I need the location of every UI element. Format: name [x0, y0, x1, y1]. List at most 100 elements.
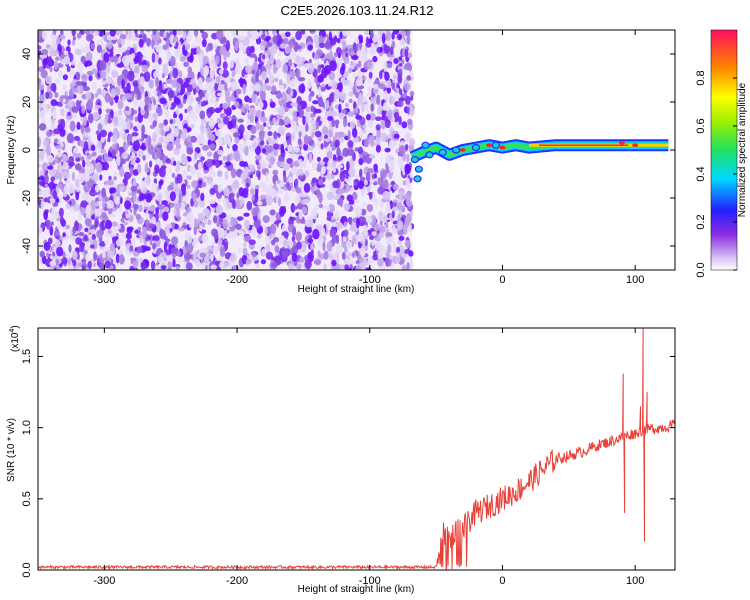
spectrogram-noise-cell	[201, 182, 207, 188]
spectrogram-noise-cell	[157, 193, 163, 203]
spectrogram-noise-cell	[56, 223, 62, 230]
spectrogram-noise-cell	[234, 136, 240, 144]
spectrogram-noise-cell	[285, 181, 290, 189]
spectrogram-noise-cell	[265, 194, 273, 206]
spectrogram-noise-cell	[290, 165, 298, 175]
spectrogram-noise-cell	[289, 216, 297, 221]
spectrogram-noise-cell	[232, 144, 238, 152]
spectrogram-noise-cell	[358, 257, 364, 264]
spectrogram-noise-cell	[208, 170, 216, 178]
spectrogram-noise-cell	[337, 53, 341, 59]
spectrogram-noise-cell	[228, 115, 232, 121]
spectrogram-noise-cell	[125, 106, 130, 111]
spectrogram-noise-cell	[326, 151, 333, 159]
spectrogram-noise-cell	[362, 76, 367, 81]
spectrogram-noise-cell	[326, 191, 334, 201]
spectrogram-noise-cell	[196, 45, 201, 55]
spectrogram-noise-cell	[74, 178, 80, 188]
spectrogram-noise-cell	[175, 117, 181, 128]
spectrogram-noise-cell	[367, 61, 373, 68]
spectrogram-noise-cell	[201, 38, 207, 48]
spectrogram-noise-cell	[320, 143, 324, 150]
spectrogram-noise-cell	[391, 226, 397, 234]
spectrogram-noise-cell	[176, 250, 181, 257]
spectrogram-noise-cell	[260, 161, 267, 169]
spectrogram-noise-cell	[308, 58, 312, 64]
spectrogram-y-tick-label: -40	[21, 238, 33, 254]
spectrogram-noise-cell	[203, 66, 209, 77]
spectrogram-noise-cell	[334, 139, 340, 148]
spectrogram-noise-cell	[185, 262, 193, 270]
spectrogram-noise-cell	[238, 187, 244, 197]
spectrogram-noise-cell	[94, 218, 99, 228]
spectrogram-noise-cell	[366, 204, 374, 212]
spectrogram-noise-cell	[317, 97, 324, 107]
spectrogram-noise-cell	[397, 74, 403, 84]
spectrogram-noise-cell	[38, 150, 45, 161]
spectrogram-noise-cell	[350, 186, 354, 193]
spectrogram-noise-cell	[306, 115, 311, 124]
spectrogram-noise-cell	[370, 95, 377, 106]
spectrogram-noise-cell	[219, 246, 226, 257]
spectrogram-noise-cell	[41, 30, 48, 40]
spectrogram-noise-cell	[153, 70, 160, 80]
spectrogram-noise-cell	[61, 257, 68, 265]
spectrogram-noise-cell	[393, 73, 398, 80]
spectrogram-noise-cell	[91, 82, 97, 90]
spectrogram-noise-cell	[171, 172, 176, 178]
spectrogram-noise-cell	[289, 162, 294, 169]
spectrogram-noise-cell	[40, 200, 44, 211]
spectrogram-noise-cell	[97, 155, 103, 161]
spectrogram-noise-cell	[121, 79, 125, 90]
spectrogram-noise-cell	[161, 200, 168, 206]
spectrogram-noise-cell	[355, 76, 363, 87]
snr-line	[38, 328, 675, 570]
spectrogram-noise-cell	[222, 155, 228, 161]
spectrogram-noise-cell	[214, 260, 220, 266]
spectrogram-noise-cell	[151, 101, 159, 111]
spectrogram-noise-cell	[55, 241, 60, 249]
spectrogram-noise-cell	[66, 65, 71, 73]
spectrogram-noise-cell	[146, 246, 151, 251]
spectrogram-noise-cell	[386, 236, 392, 246]
spectrogram-noise-cell	[187, 184, 191, 189]
spectrogram-noise-cell	[80, 156, 85, 162]
spectrogram-noise-cell	[117, 48, 124, 53]
snr-x-tick-label: -100	[359, 575, 381, 587]
spectrogram-noise-cell	[398, 97, 406, 102]
spectrogram-noise-cell	[111, 70, 119, 78]
spectrogram-noise-cell	[397, 229, 404, 236]
spectrogram-noise-cell	[277, 126, 286, 136]
spectrogram-noise-cell	[166, 143, 174, 151]
spectrogram-noise-cell	[201, 233, 209, 243]
spectrogram-noise-cell	[251, 207, 259, 217]
spectrogram-noise-cell	[378, 83, 386, 90]
spectrogram-noise-cell	[405, 95, 411, 105]
spectrogram-noise-cell	[371, 231, 377, 236]
spectrogram-noise-cell	[38, 45, 42, 51]
spectrogram-noise-cell	[51, 118, 55, 126]
spectrogram-noise-cell	[240, 106, 245, 113]
spectrogram-noise-cell	[314, 203, 319, 211]
spectrogram-noise-cell	[176, 173, 183, 184]
spectrogram-noise-cell	[398, 115, 402, 126]
spectrogram-noise-cell	[285, 81, 293, 90]
spectrogram-noise-cell	[314, 130, 322, 138]
spectrogram-noise-cell	[283, 196, 291, 202]
spectrogram-noise-cell	[152, 120, 157, 128]
spectrogram-noise-cell	[295, 263, 302, 270]
spectrogram-noise-cell	[83, 140, 89, 152]
spectrogram-noise-cell	[169, 34, 173, 46]
spectrogram-noise-cell	[125, 30, 129, 36]
spectrogram-noise-cell	[348, 218, 353, 225]
spectrogram-noise-cell	[312, 228, 320, 240]
spectrogram-noise-cell	[309, 90, 315, 97]
spectrogram-noise-cell	[62, 192, 67, 198]
spectrogram-noise-cell	[125, 232, 132, 240]
spectrogram-noise-cell	[112, 55, 119, 63]
spectrogram-noise-cell	[152, 64, 160, 71]
spectrogram-noise-cell	[152, 248, 157, 254]
spectrogram-noise-cell	[119, 34, 127, 40]
snr-y-tick-label: 0.5	[21, 491, 33, 506]
spectrogram-noise-cell	[372, 34, 378, 43]
